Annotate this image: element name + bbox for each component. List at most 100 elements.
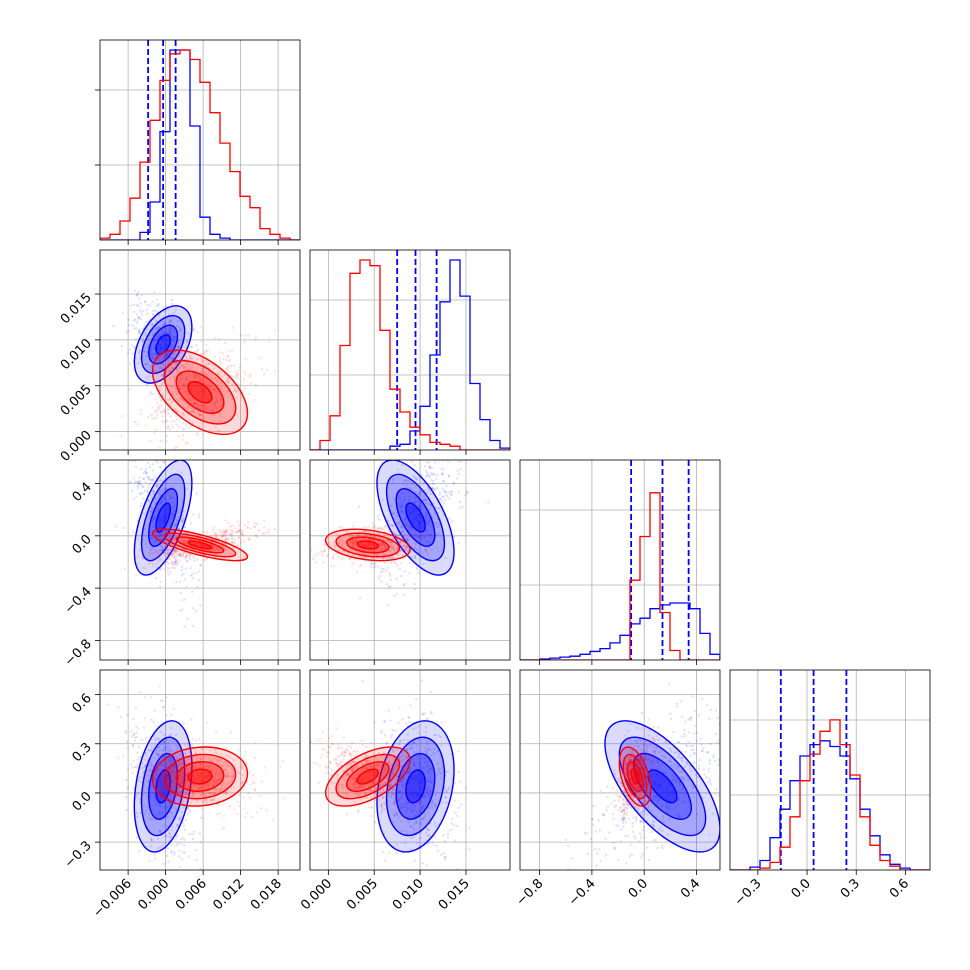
scatter-point	[438, 771, 442, 774]
scatter-point	[231, 774, 234, 778]
scatter-point	[433, 822, 437, 825]
scatter-point	[205, 531, 208, 534]
scatter-point	[154, 497, 157, 500]
scatter-point	[392, 546, 395, 549]
scatter-point	[192, 556, 195, 559]
scatter-point	[214, 771, 217, 774]
scatter-point	[158, 554, 161, 557]
scatter-point	[199, 413, 202, 417]
scatter-point	[253, 525, 256, 528]
scatter-point	[201, 543, 204, 546]
scatter-point	[161, 545, 165, 548]
scatter-point	[218, 420, 222, 423]
scatter-point	[209, 749, 212, 752]
scatter-point	[184, 782, 188, 785]
scatter-point	[223, 534, 226, 538]
scatter-point	[163, 551, 166, 554]
scatter-point	[375, 535, 379, 539]
scatter-point	[223, 826, 226, 829]
scatter-point	[218, 412, 221, 415]
scatter-point	[166, 748, 169, 752]
scatter-point	[154, 416, 158, 420]
contour-line	[345, 536, 390, 554]
scatter-point	[408, 769, 411, 772]
scatter-point	[225, 390, 228, 393]
scatter-point	[185, 790, 189, 794]
scatter-point	[143, 716, 146, 720]
scatter-point	[139, 302, 142, 305]
scatter-point	[121, 311, 124, 315]
scatter-point	[404, 829, 407, 832]
scatter-point	[409, 793, 413, 796]
scatter-point	[236, 373, 239, 376]
scatter-point	[160, 775, 163, 778]
scatter-point	[172, 537, 175, 541]
scatter-point	[223, 534, 226, 537]
scatter-point	[210, 374, 213, 377]
scatter-point	[177, 855, 181, 858]
scatter-point	[251, 781, 255, 784]
scatter-point	[231, 541, 234, 544]
scatter-point	[357, 547, 361, 550]
density-fill	[376, 460, 455, 576]
scatter-point	[202, 386, 205, 389]
scatter-point	[447, 474, 451, 478]
scatter-point	[127, 784, 130, 788]
scatter-point	[181, 554, 185, 558]
scatter-point	[146, 476, 150, 479]
scatter-point	[164, 344, 168, 347]
scatter-point	[165, 774, 169, 778]
scatter-point	[162, 547, 165, 550]
scatter-point	[163, 517, 167, 520]
scatter-point	[238, 384, 242, 387]
scatter-point	[253, 788, 256, 791]
scatter-point	[403, 803, 407, 806]
scatter-point	[184, 762, 187, 765]
scatter-point	[420, 780, 423, 783]
contour-line	[385, 736, 446, 837]
scatter-point	[377, 536, 381, 540]
scatter-point	[218, 373, 221, 377]
scatter-point	[194, 375, 197, 378]
scatter-point	[175, 418, 179, 421]
scatter-point	[222, 815, 226, 818]
scatter-point	[230, 365, 233, 368]
scatter-point	[144, 480, 147, 484]
scatter-point	[167, 741, 171, 745]
scatter-point	[419, 535, 422, 538]
scatter-point	[152, 547, 155, 550]
scatter-point	[199, 543, 203, 547]
scatter-point	[181, 554, 185, 557]
scatter-point	[181, 599, 184, 602]
scatter-point	[377, 526, 380, 530]
scatter-point	[367, 530, 370, 533]
scatter-point	[389, 530, 392, 533]
scatter-point	[147, 551, 151, 554]
scatter-point	[352, 775, 355, 778]
scatter-point	[372, 780, 375, 784]
scatter-point	[255, 534, 258, 537]
scatter-point	[242, 797, 245, 800]
scatter-point	[171, 552, 175, 555]
scatter-point	[413, 859, 416, 862]
scatter-point	[154, 460, 157, 462]
scatter-point	[200, 763, 203, 766]
scatter-point	[409, 526, 413, 529]
scatter-point	[237, 377, 240, 380]
scatter-point	[321, 753, 324, 756]
scatter-point	[425, 864, 428, 867]
scatter-point	[156, 556, 159, 559]
scatter-point	[180, 520, 183, 523]
scatter-point	[171, 367, 175, 370]
scatter-point	[230, 533, 233, 536]
scatter-point	[400, 802, 403, 805]
scatter-point	[407, 525, 411, 528]
scatter-point	[228, 358, 231, 361]
scatter-point	[237, 772, 241, 775]
scatter-point	[141, 556, 144, 559]
scatter-point	[219, 788, 222, 791]
scatter-point	[166, 427, 169, 430]
scatter-point	[156, 346, 160, 350]
scatter-point	[405, 722, 408, 725]
scatter-point	[215, 533, 218, 536]
